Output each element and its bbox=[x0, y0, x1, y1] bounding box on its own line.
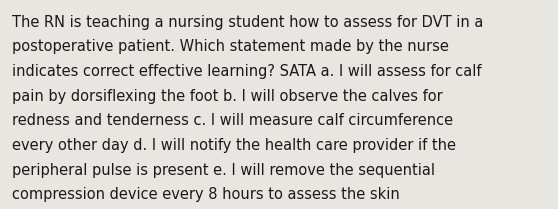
Text: The RN is teaching a nursing student how to assess for DVT in a: The RN is teaching a nursing student how… bbox=[12, 15, 484, 30]
Text: postoperative patient. Which statement made by the nurse: postoperative patient. Which statement m… bbox=[12, 39, 449, 54]
Text: indicates correct effective learning? SATA a. I will assess for calf: indicates correct effective learning? SA… bbox=[12, 64, 482, 79]
Text: compression device every 8 hours to assess the skin: compression device every 8 hours to asse… bbox=[12, 187, 400, 202]
Text: every other day d. I will notify the health care provider if the: every other day d. I will notify the hea… bbox=[12, 138, 456, 153]
Text: redness and tenderness c. I will measure calf circumference: redness and tenderness c. I will measure… bbox=[12, 113, 454, 128]
Text: peripheral pulse is present e. I will remove the sequential: peripheral pulse is present e. I will re… bbox=[12, 163, 435, 178]
Text: pain by dorsiflexing the foot b. I will observe the calves for: pain by dorsiflexing the foot b. I will … bbox=[12, 89, 443, 104]
